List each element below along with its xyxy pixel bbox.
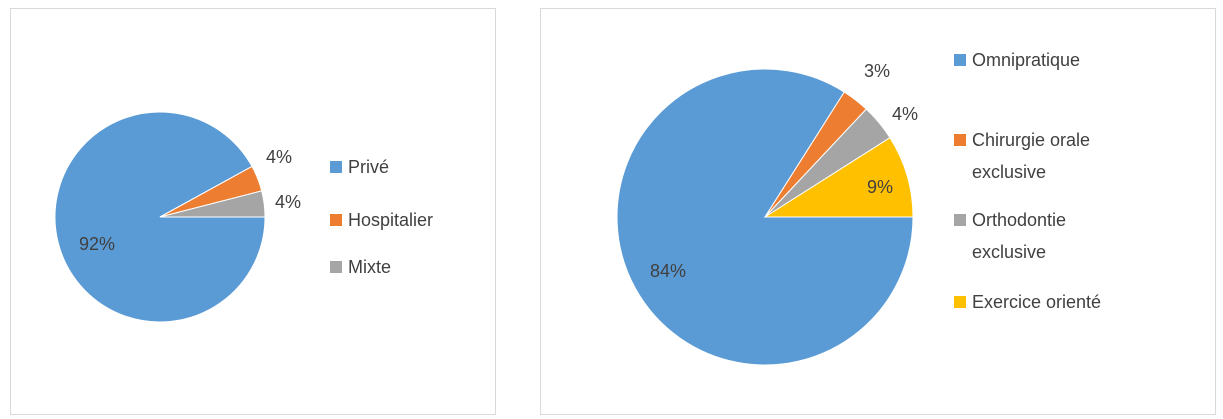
legend-item: Exercice orienté [954, 286, 1134, 318]
legend-entry: Omnipratique [954, 44, 1134, 76]
legend-entry: Exercice orienté [954, 286, 1134, 318]
data-label: 92% [79, 234, 115, 254]
legend-entry: Chirurgie orale exclusive [954, 124, 1134, 188]
legend-item: Omnipratique [954, 44, 1134, 76]
legend-swatch [954, 54, 966, 66]
data-label: 4% [275, 192, 301, 212]
legend-item: Hospitalier [330, 204, 490, 236]
data-label: 9% [867, 177, 893, 197]
legend-item: Privé [330, 151, 490, 183]
legend-label: Hospitalier [348, 210, 434, 230]
legend-swatch [954, 296, 966, 308]
legend-item: Mixte [330, 251, 490, 283]
legend-item: Orthodontie exclusive [954, 204, 1134, 268]
legend-swatch [330, 161, 342, 173]
pie-slice [159, 190, 266, 218]
legend-entry: Orthodontie exclusive [954, 204, 1134, 268]
legend-label: Exercice orienté [972, 292, 1102, 312]
legend-swatch [954, 134, 966, 146]
legend-label: Chirurgie orale exclusive [972, 130, 1091, 182]
pie-slice [763, 137, 914, 218]
legend-swatch [330, 214, 342, 226]
legend-entry: Mixte [330, 251, 490, 283]
legend-swatch [330, 261, 342, 273]
data-label: 4% [892, 104, 918, 124]
legend-entry: Privé [330, 151, 490, 183]
data-label: 84% [650, 261, 686, 281]
data-label: 3% [864, 61, 890, 81]
legend-label: Mixte [348, 257, 392, 277]
legend-swatch [954, 214, 966, 226]
data-label: 4% [266, 147, 292, 167]
legend-label: Privé [348, 157, 390, 177]
legend-label: Orthodontie exclusive [972, 210, 1067, 262]
legend-entry: Hospitalier [330, 204, 490, 236]
legend-item: Chirurgie orale exclusive [954, 124, 1134, 188]
legend-label: Omnipratique [972, 50, 1081, 70]
